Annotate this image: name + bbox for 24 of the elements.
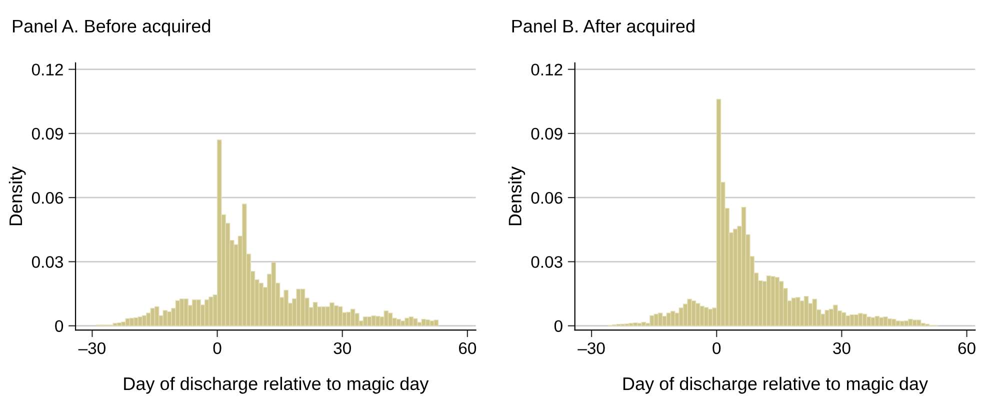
y-axis-title: Density <box>8 166 26 226</box>
y-tick-label: 0.12 <box>32 64 63 76</box>
x-tick-label: –30 <box>578 342 605 354</box>
chart-title: Panel A. Before acquired <box>12 19 210 36</box>
x-tick-label: 0 <box>712 342 721 354</box>
y-axis-title: Density <box>508 166 526 226</box>
x-axis-title: Day of discharge relative to magic day <box>124 376 429 394</box>
x-tick-label: 30 <box>334 342 351 354</box>
y-tick-label: 0.09 <box>32 128 63 140</box>
x-tick-label: –30 <box>78 342 106 354</box>
x-tick-label: 60 <box>958 342 976 354</box>
x-tick-label: 60 <box>459 342 476 354</box>
y-tick-label: 0 <box>554 320 562 332</box>
y-tick-label: 0.12 <box>531 64 562 76</box>
x-tick-label: 30 <box>833 342 850 354</box>
x-axis-title: Day of discharge relative to magic day <box>623 376 928 394</box>
y-tick-label: 0.03 <box>32 256 63 268</box>
y-tick-label: 0.09 <box>531 128 562 140</box>
y-tick-label: 0.03 <box>531 256 562 268</box>
y-tick-label: 0 <box>55 320 64 332</box>
chart-title: Panel B. After acquired <box>512 19 694 36</box>
y-tick-label: 0.06 <box>32 192 63 204</box>
y-tick-label: 0.06 <box>531 192 562 204</box>
x-tick-label: 0 <box>213 342 222 354</box>
